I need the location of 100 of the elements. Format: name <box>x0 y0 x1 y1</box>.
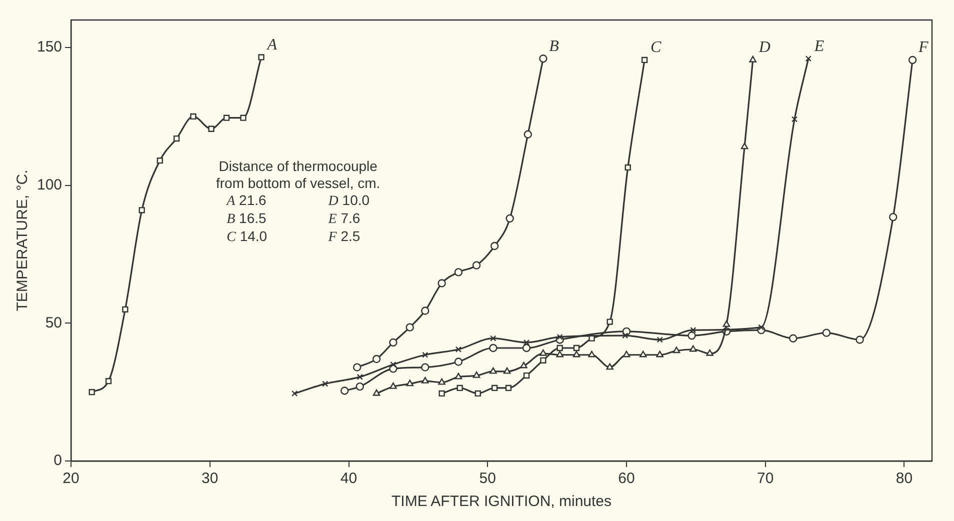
point <box>656 350 664 358</box>
y-tick-label: 50 <box>45 314 62 332</box>
point <box>223 114 230 121</box>
point <box>672 346 680 354</box>
annotation: B 16.5 <box>226 210 266 227</box>
point <box>372 354 381 364</box>
point <box>524 130 532 138</box>
x-tick-label: 60 <box>618 470 635 488</box>
point <box>740 142 748 150</box>
point <box>356 374 363 380</box>
annotation: A 21.6 <box>226 192 266 209</box>
point <box>540 357 546 364</box>
point <box>622 332 628 339</box>
series-label: F <box>918 39 929 56</box>
point <box>474 390 481 397</box>
point <box>372 389 380 396</box>
point <box>456 384 463 392</box>
point <box>340 386 349 395</box>
point <box>454 358 463 366</box>
point <box>523 372 530 379</box>
point <box>539 54 548 63</box>
point <box>791 116 798 122</box>
annotation: F 2.5 <box>328 228 360 245</box>
point <box>438 378 446 385</box>
point <box>240 114 246 121</box>
point <box>640 350 647 358</box>
x-tick-label: 50 <box>479 470 496 488</box>
series-label: E <box>813 38 824 55</box>
point <box>688 331 696 340</box>
point <box>406 380 414 386</box>
point <box>455 346 462 352</box>
point <box>505 384 512 392</box>
x-tick-label: 70 <box>757 470 774 488</box>
point <box>556 350 564 358</box>
series-label: B <box>549 38 560 55</box>
point <box>573 344 580 352</box>
point <box>503 367 511 374</box>
point <box>690 327 696 334</box>
point <box>690 345 697 352</box>
x-axis-title: TIME AFTER IGNITION, minutes <box>392 493 612 510</box>
point <box>122 306 128 312</box>
point <box>491 384 498 392</box>
point <box>758 324 764 330</box>
point <box>556 334 563 340</box>
point <box>489 344 498 352</box>
point <box>258 54 264 60</box>
point <box>789 334 798 342</box>
point <box>572 350 580 358</box>
point <box>656 336 663 343</box>
point <box>588 335 595 342</box>
point <box>624 164 631 171</box>
point <box>472 371 480 378</box>
point <box>422 352 428 358</box>
point <box>421 306 430 315</box>
point <box>490 367 497 374</box>
point <box>641 56 648 64</box>
point <box>352 363 362 372</box>
point <box>722 320 730 327</box>
point <box>421 363 430 372</box>
point <box>472 261 481 270</box>
point <box>520 362 528 368</box>
point <box>805 56 812 62</box>
series-label: C <box>650 39 662 56</box>
point <box>454 268 463 276</box>
x-tick-label: 80 <box>896 470 913 488</box>
point <box>822 328 831 337</box>
point <box>506 214 514 223</box>
point <box>406 323 414 332</box>
point <box>622 350 630 358</box>
point <box>522 344 531 352</box>
x-tick-label: 40 <box>340 470 358 488</box>
point <box>173 135 180 142</box>
point <box>105 378 112 384</box>
y-tick-label: 150 <box>36 38 62 56</box>
point <box>588 350 596 358</box>
point <box>556 344 563 352</box>
point <box>706 349 714 356</box>
point <box>523 339 530 346</box>
point <box>322 380 328 387</box>
point <box>490 335 496 342</box>
y-axis-title: TEMPERATURE, °C. <box>14 170 32 312</box>
x-tick-label: 30 <box>202 470 218 488</box>
point <box>490 242 499 250</box>
y-tick-label: 100 <box>36 176 62 194</box>
point <box>856 336 864 344</box>
point <box>438 279 446 288</box>
point <box>908 56 917 64</box>
point <box>889 212 898 222</box>
point <box>356 382 364 391</box>
point <box>749 56 756 62</box>
point <box>156 157 163 164</box>
point <box>390 361 396 368</box>
point <box>422 376 429 384</box>
series-label: A <box>266 36 278 54</box>
annotation: E 7.6 <box>328 210 360 227</box>
point <box>138 207 145 214</box>
point <box>438 390 445 397</box>
point <box>390 382 397 389</box>
point <box>208 126 214 132</box>
series-label: D <box>758 39 771 56</box>
